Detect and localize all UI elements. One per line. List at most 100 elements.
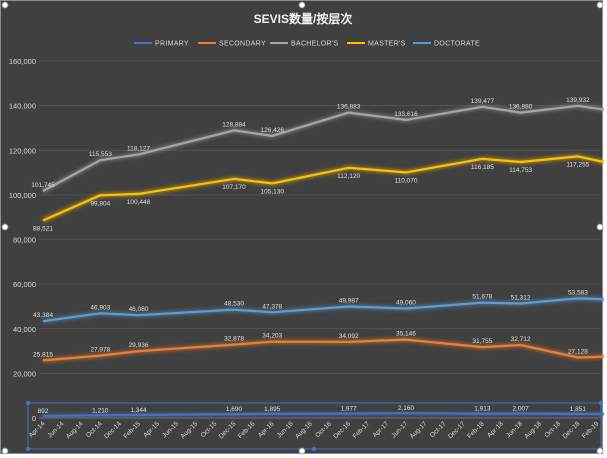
data-label: 49,060 — [396, 300, 416, 307]
data-label: 46,080 — [129, 306, 149, 313]
y-tick-label: 160,000 — [9, 57, 36, 66]
data-label: 107,170 — [222, 184, 246, 191]
data-label: 1,690 — [226, 406, 243, 413]
data-label: 892 — [38, 408, 49, 415]
data-label: 105,130 — [260, 188, 284, 195]
series-line — [42, 104, 604, 192]
data-label: 53,583 — [568, 289, 588, 296]
x-tick-label: Feb-19 — [581, 420, 601, 440]
frame-handle[interactable] — [1, 447, 9, 455]
series-line — [42, 155, 604, 222]
y-tick-label: 40,000 — [13, 325, 36, 334]
x-tick-label: Dec-15 — [218, 420, 238, 440]
data-label: 1,913 — [474, 406, 491, 413]
frame-handle[interactable] — [1, 1, 9, 9]
x-tick-label: Oct-18 — [543, 420, 562, 439]
data-label: 43,384 — [33, 312, 53, 319]
data-label: 2,007 — [512, 406, 529, 413]
data-label: 136,883 — [337, 104, 361, 111]
legend-entry: MASTER'S — [368, 41, 406, 48]
data-label: 34,203 — [262, 333, 282, 340]
data-label: 101,745 — [31, 182, 55, 189]
y-tick-label: 20,000 — [13, 369, 36, 378]
resize-handle[interactable] — [25, 446, 31, 452]
x-tick-label: Oct-15 — [200, 420, 219, 439]
data-label: 32,878 — [224, 336, 244, 343]
data-label: 100,448 — [127, 199, 151, 206]
x-tick-label: Apr-16 — [257, 420, 276, 439]
data-label: 1,977 — [341, 406, 358, 413]
resize-handle[interactable] — [598, 400, 604, 406]
data-label: 2,160 — [398, 405, 415, 412]
x-tick-label: Jun-18 — [505, 420, 524, 439]
data-label: 116,185 — [471, 164, 494, 171]
x-axis: Apr-14 Jun-14 Aug-14 Oct-14 Dec-14 Feb-15 Apr-… — [28, 417, 601, 440]
chart-legend: PRIMARY SECONDARY BACHELOR'S MASTER'S DOCTOR… — [134, 41, 480, 48]
frame-handle[interactable] — [1, 223, 9, 231]
x-tick-label: Dec-18 — [562, 420, 582, 440]
y-tick-label: 100,000 — [9, 191, 36, 200]
gridlines — [39, 60, 601, 374]
data-label: 112,120 — [337, 173, 360, 180]
series-layer — [42, 104, 604, 418]
data-label: 128,884 — [222, 121, 246, 128]
frame-handle[interactable] — [596, 1, 604, 9]
x-tick-label: Aug-16 — [294, 420, 314, 440]
data-label: 1,895 — [264, 406, 281, 413]
x-tick-label: Dec-17 — [447, 420, 467, 440]
data-label: 136,880 — [509, 104, 533, 111]
x-tick-label: Jun-14 — [47, 420, 66, 439]
data-label: 1,210 — [92, 407, 109, 414]
data-label: 139,932 — [566, 97, 590, 104]
data-label: 48,530 — [224, 301, 244, 308]
x-tick-label: Aug-14 — [65, 420, 85, 440]
x-tick-label: Oct-14 — [85, 420, 104, 439]
y-tick-label: 80,000 — [13, 236, 36, 245]
x-tick-label: Apr-15 — [142, 420, 161, 439]
x-tick-label: Dec-16 — [332, 420, 352, 440]
y-tick-label: 60,000 — [13, 280, 36, 289]
data-label: 99,804 — [90, 200, 110, 207]
x-tick-label: Feb-15 — [122, 420, 142, 440]
series-line — [42, 297, 604, 323]
x-tick-label: Aug-17 — [409, 420, 429, 440]
x-tick-label: Oct-16 — [314, 420, 333, 439]
frame-handle[interactable] — [298, 1, 306, 9]
resize-handle[interactable] — [311, 446, 317, 452]
y-axis: 0 20,000 40,000 60,000 80,000 100,000 120,000 1… — [9, 57, 36, 423]
frame-handle[interactable] — [596, 223, 604, 231]
data-label: 126,426 — [260, 127, 284, 134]
data-label: 139,477 — [471, 98, 495, 105]
legend-entry: SECONDARY — [219, 41, 266, 48]
series-line — [42, 338, 604, 362]
x-tick-label: Feb-17 — [352, 420, 372, 440]
series-line — [42, 412, 604, 418]
x-tick-label: Jun-16 — [276, 420, 295, 439]
data-label: 51,678 — [472, 294, 492, 301]
x-tick-label: Jun-17 — [390, 420, 409, 439]
x-tick-label: Jun-15 — [161, 420, 180, 439]
y-tick-label: 140,000 — [9, 102, 36, 111]
data-label: 115,553 — [89, 151, 112, 158]
chart-title: SEVIS数量/按层次 — [254, 11, 353, 26]
data-label: 51,312 — [511, 295, 531, 302]
data-label: 25,815 — [33, 351, 53, 358]
frame-handle[interactable] — [298, 447, 306, 455]
x-tick-label: Feb-16 — [237, 420, 257, 440]
data-label: 27,978 — [90, 347, 110, 354]
data-label: 88,521 — [33, 225, 53, 232]
x-tick-label: Aug-18 — [523, 420, 543, 440]
data-label: 34,092 — [339, 333, 359, 340]
data-label: 31,755 — [472, 338, 492, 345]
data-label: 46,903 — [90, 304, 110, 311]
x-tick-label: Feb-18 — [466, 420, 486, 440]
x-tick-label: Oct-17 — [429, 420, 448, 439]
data-label: 27,128 — [568, 348, 588, 355]
resize-handle[interactable] — [25, 400, 31, 406]
frame-handle[interactable] — [596, 447, 604, 455]
x-tick-label: Aug-15 — [179, 420, 199, 440]
data-label: 1,851 — [570, 406, 587, 413]
